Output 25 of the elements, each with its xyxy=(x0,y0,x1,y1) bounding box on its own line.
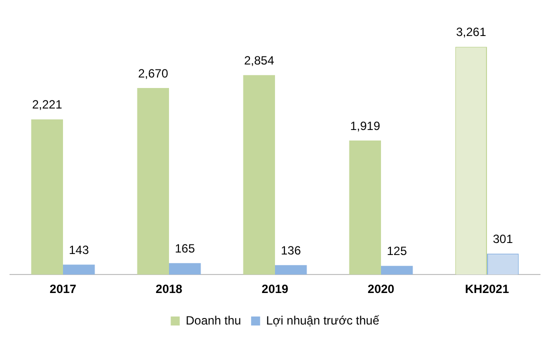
x-tick-label: 2019 xyxy=(262,282,289,296)
x-tick-label: 2020 xyxy=(368,282,395,296)
bar xyxy=(349,140,381,275)
data-label: 143 xyxy=(68,242,90,257)
data-label: 301 xyxy=(492,232,514,246)
legend-label: Lợi nhuận trước thuế xyxy=(266,313,380,328)
data-label: 165 xyxy=(174,241,196,256)
bar xyxy=(381,266,413,275)
bar xyxy=(31,119,63,275)
bar xyxy=(137,88,169,275)
bar xyxy=(169,263,201,275)
data-label: 125 xyxy=(386,244,408,258)
legend-label: Doanh thu xyxy=(186,313,242,328)
data-label: 2,221 xyxy=(32,98,62,112)
x-tick-label: KH2021 xyxy=(464,282,510,296)
bar xyxy=(275,265,307,275)
bar xyxy=(243,75,275,275)
x-tick-label: 2017 xyxy=(50,282,77,296)
bar xyxy=(63,264,95,275)
data-label: 136 xyxy=(280,243,302,258)
data-label: 2,670 xyxy=(138,66,168,80)
data-label: 1,919 xyxy=(350,118,380,133)
data-label: 2,854 xyxy=(244,53,274,68)
data-label: 3,261 xyxy=(456,25,486,40)
x-tick-label: 2018 xyxy=(156,282,183,296)
